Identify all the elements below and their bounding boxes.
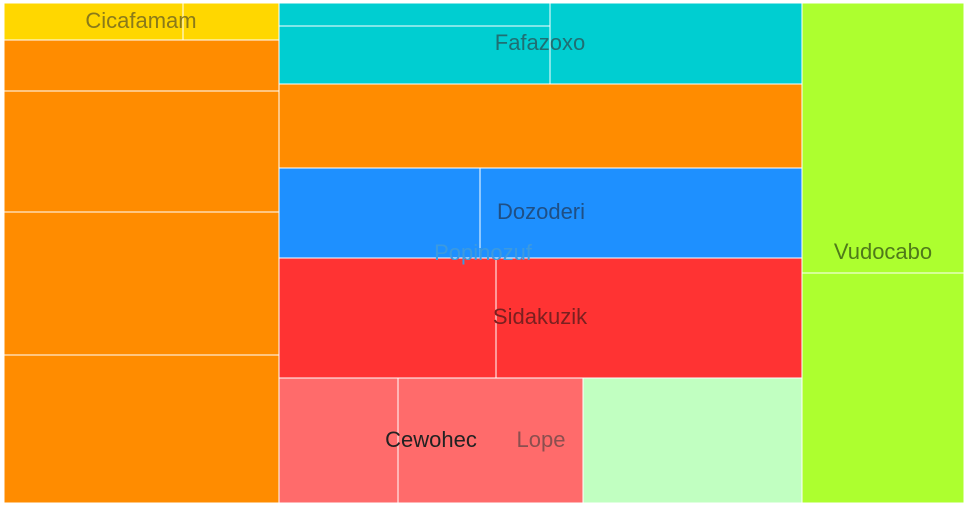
tile-sidakuzik-1 [278,257,497,379]
tile-fafazoxo-1 [278,2,551,27]
label-popinozuf: Popinozuf [434,240,533,265]
treemap-tiles [3,2,965,504]
tile-popinozuf-4 [3,354,280,504]
treemap-labels: Cicafamam Fafazoxo Dozoderi Popinozuf Vu… [85,8,932,452]
tile-popinozuf-5 [278,83,803,169]
tile-dozoderi-1 [278,167,481,259]
label-fafazoxo: Fafazoxo [495,30,586,55]
tile-fafazoxo-3 [549,2,803,85]
tile-fafazoxo-2 [278,25,551,85]
label-dozoderi: Dozoderi [497,199,585,224]
label-cicafamam: Cicafamam [85,8,196,33]
label-sidakuzik: Sidakuzik [493,304,588,329]
tile-popinozuf-2 [3,90,280,213]
tile-lope [582,377,803,504]
tile-vudocabo-2 [801,272,965,504]
label-cewohec: Cewohec [385,427,477,452]
tile-cicafamam-2 [182,2,280,41]
tile-popinozuf-3 [3,211,280,356]
tile-vudocabo-1 [801,2,965,274]
tile-popinozuf-1 [3,39,280,92]
tile-cewohec-1 [278,377,399,504]
tile-cicafamam-1 [3,2,184,41]
label-lope: Lope [517,427,566,452]
tile-cewohec-2 [397,377,584,504]
tile-sidakuzik-2 [495,257,803,379]
label-vudocabo: Vudocabo [834,239,932,264]
